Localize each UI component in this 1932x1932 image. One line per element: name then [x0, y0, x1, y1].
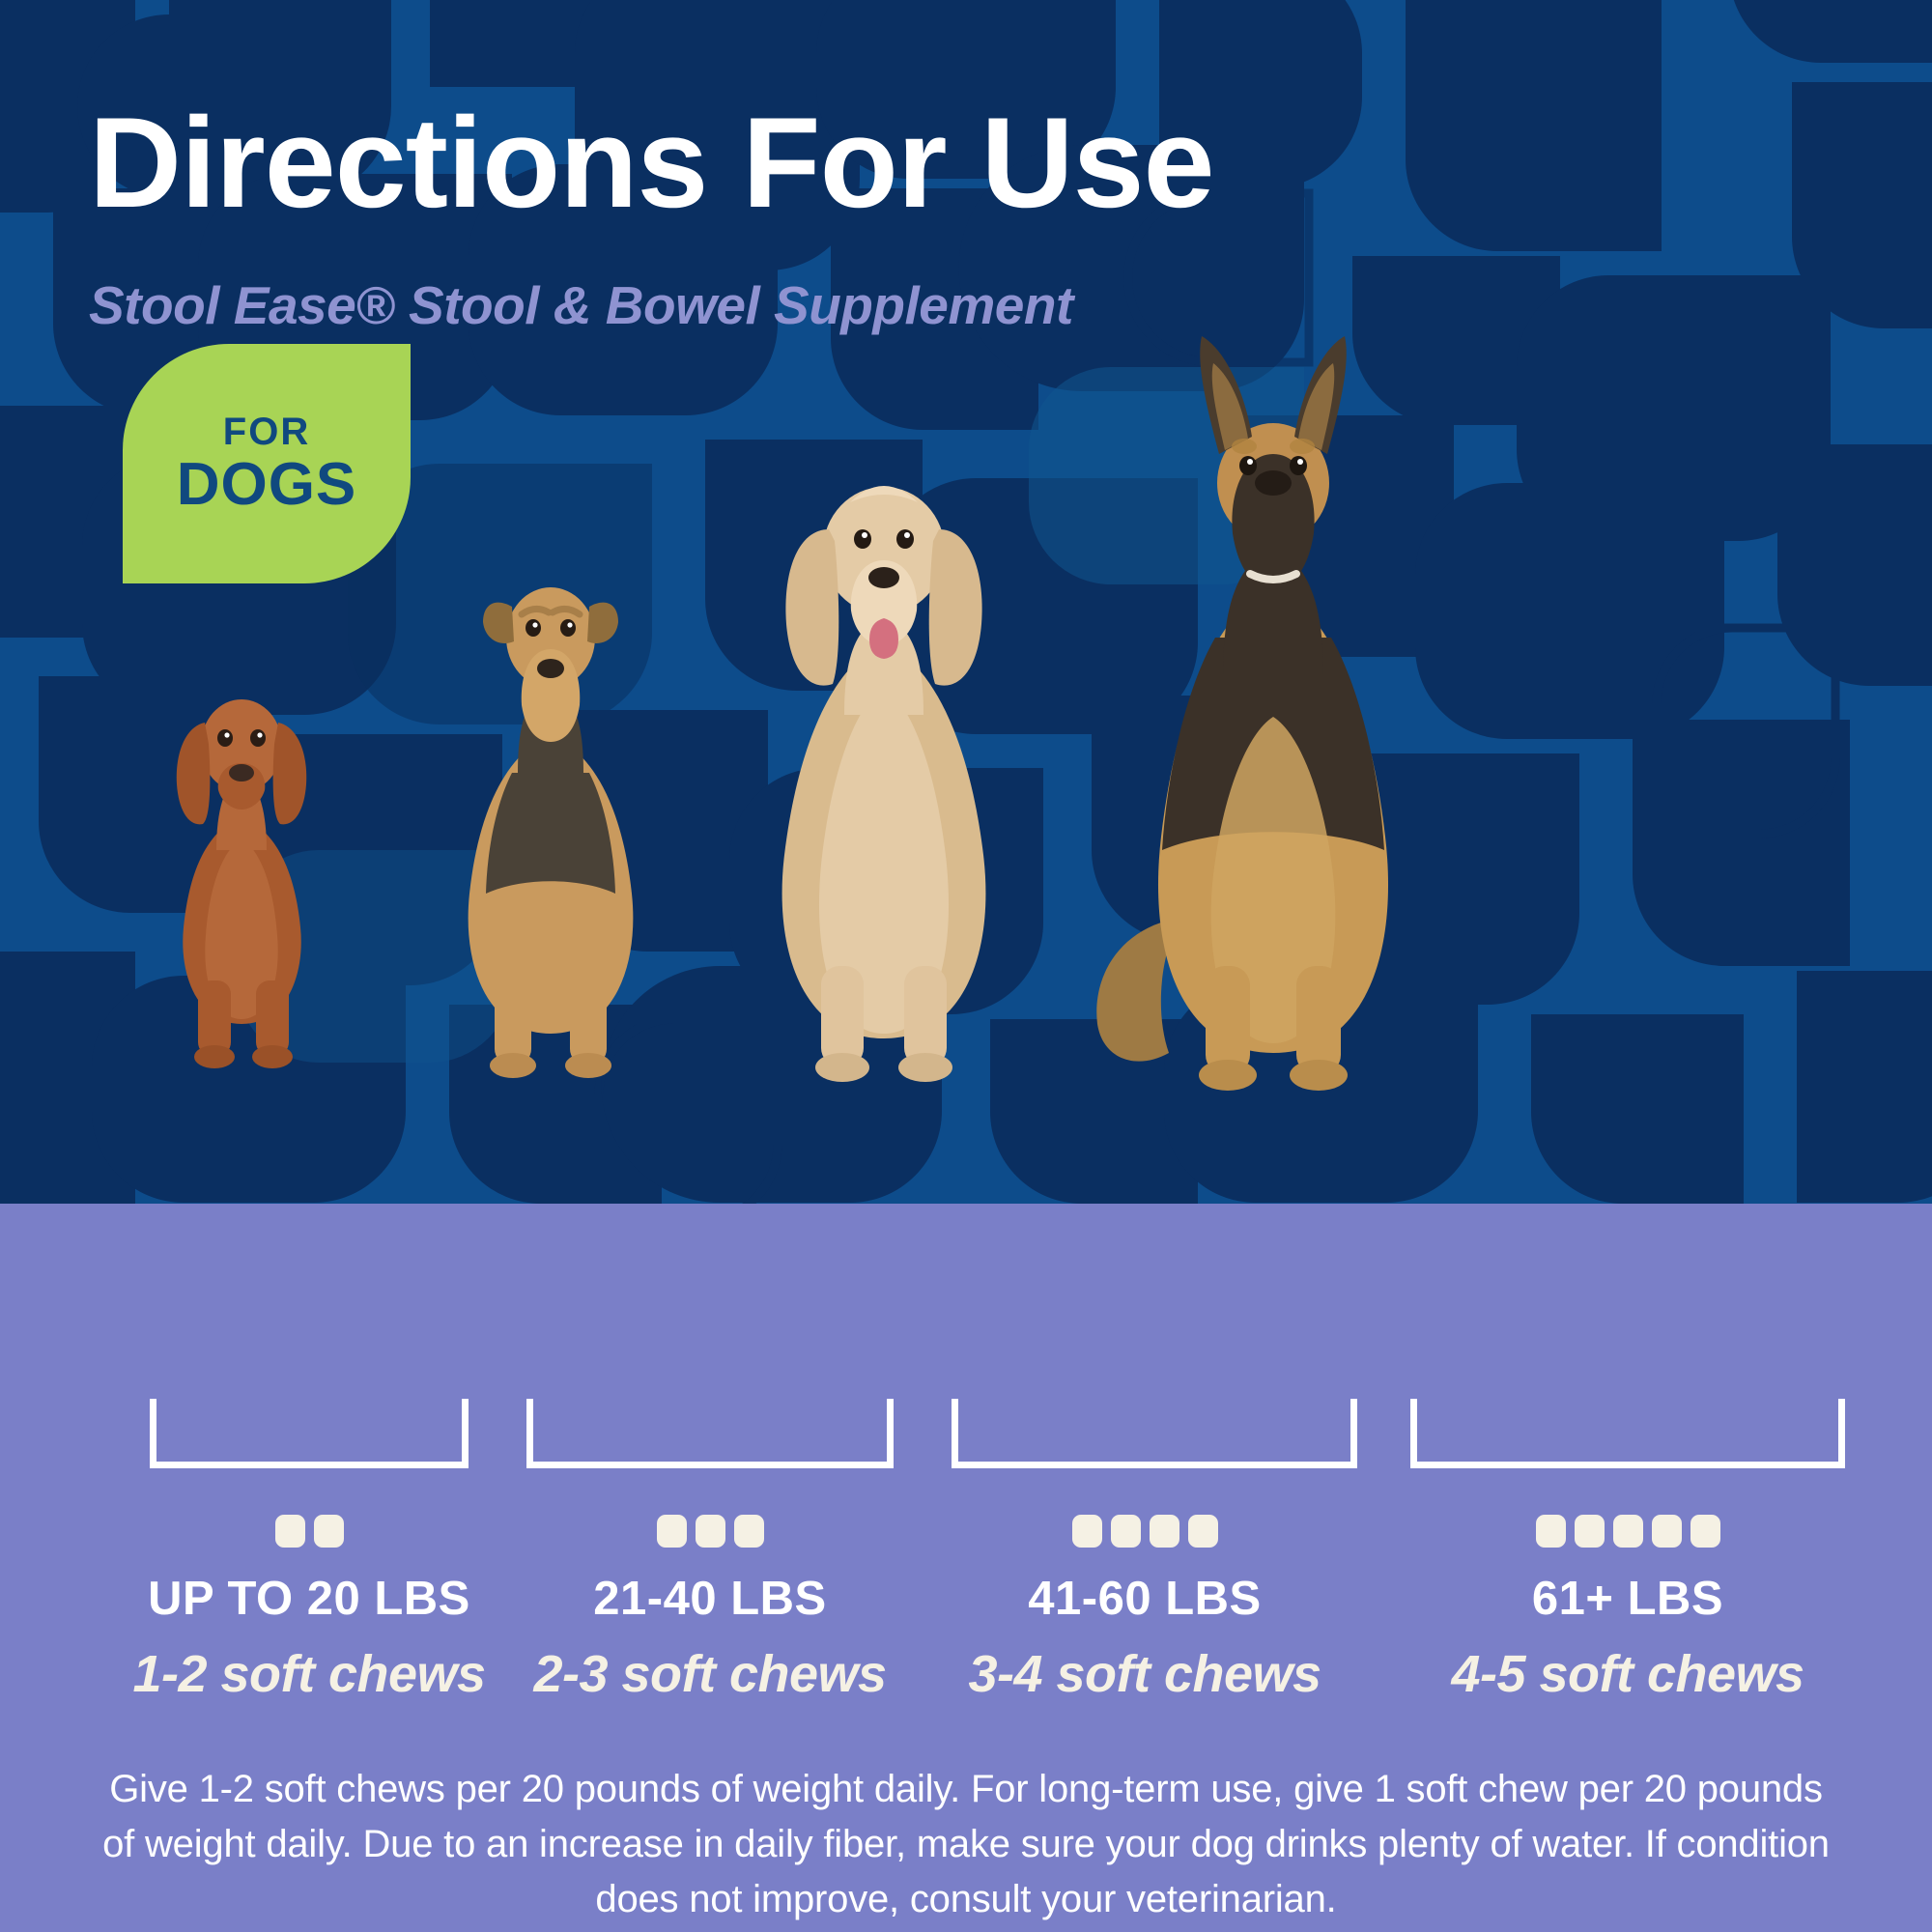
chew-icon: [1110, 1515, 1141, 1548]
chew-dose-label: 2-3 soft chews: [533, 1645, 887, 1703]
chew-icon: [733, 1515, 764, 1548]
chew-icon: [1149, 1515, 1179, 1548]
chew-icon: [695, 1515, 725, 1548]
chew-dose-label: 3-4 soft chews: [968, 1645, 1321, 1703]
dosage-column-2: 21-40 LBS 2-3 soft chews: [507, 1515, 913, 1700]
badge-line-dogs: DOGS: [176, 451, 357, 518]
size-bracket-3: [952, 1399, 1357, 1468]
chew-icons-3: [942, 1515, 1348, 1553]
for-dogs-badge: FOR DOGS: [123, 344, 411, 583]
directions-footer-text: Give 1-2 soft chews per 20 pounds of wei…: [102, 1768, 1830, 1920]
purple-background: [0, 1204, 1932, 1932]
weight-label: 21-40 LBS: [593, 1573, 827, 1625]
dosage-column-3: 41-60 LBS 3-4 soft chews: [942, 1515, 1348, 1700]
weight-label: 61+ LBS: [1531, 1573, 1724, 1625]
dosage-column-4: 61+ LBS 4-5 soft chews: [1406, 1515, 1850, 1700]
dosage-column-1: UP TO 20 LBS 1-2 soft chews: [106, 1515, 512, 1700]
size-bracket-2: [526, 1399, 894, 1468]
chew-icon: [1612, 1515, 1643, 1548]
chew-icon: [1187, 1515, 1218, 1548]
chew-icon: [656, 1515, 687, 1548]
chew-icon: [1071, 1515, 1102, 1548]
chew-icon: [1574, 1515, 1605, 1548]
weight-label: 41-60 LBS: [1028, 1573, 1262, 1625]
weight-label: UP TO 20 LBS: [148, 1573, 470, 1625]
chew-icon: [313, 1515, 344, 1548]
chew-icons-1: [106, 1515, 512, 1553]
chew-icon: [1535, 1515, 1566, 1548]
size-bracket-4: [1410, 1399, 1845, 1468]
size-bracket-1: [150, 1399, 469, 1468]
page-title: Directions For Use: [89, 92, 1215, 235]
product-subtitle: Stool Ease® Stool & Bowel Supplement: [89, 275, 1073, 335]
badge-line-for: FOR: [222, 411, 311, 453]
chew-dose-label: 1-2 soft chews: [132, 1645, 486, 1703]
chew-icons-4: [1406, 1515, 1850, 1553]
chew-icons-2: [507, 1515, 913, 1553]
chew-dose-label: 4-5 soft chews: [1451, 1645, 1804, 1703]
chew-icon: [1690, 1515, 1720, 1548]
chew-icon: [1651, 1515, 1682, 1548]
chew-icon: [274, 1515, 305, 1548]
